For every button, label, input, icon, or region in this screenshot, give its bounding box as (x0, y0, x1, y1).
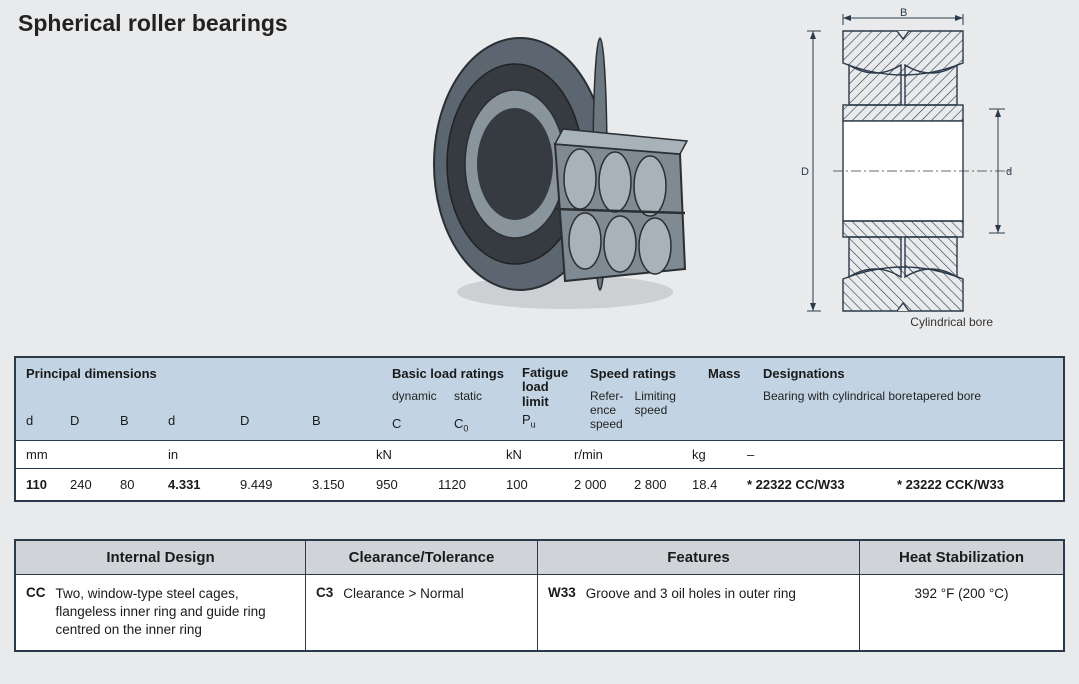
val-D-mm: 240 (60, 469, 110, 500)
sym-d-in: d (168, 413, 240, 428)
attr-table: Internal Design Clearance/Tolerance Feat… (14, 539, 1065, 652)
code-features: W33 (548, 585, 576, 600)
desc-features: Groove and 3 oil holes in outer ring (586, 585, 796, 603)
val-ref-speed: 2 000 (564, 469, 624, 500)
sym-d: d (26, 413, 70, 428)
val-lim-speed: 2 800 (624, 469, 682, 500)
group-mass: Mass (708, 366, 747, 381)
hdr-features: Features (538, 541, 860, 574)
val-des-cyl: * 22322 CC/W33 (737, 469, 887, 500)
unit-kN2: kN (496, 441, 564, 468)
hdr-internal-design: Internal Design (16, 541, 306, 574)
attr-table-body: CC Two, window-type steel cages, flangel… (16, 575, 1063, 650)
unit-rmin: r/min (564, 441, 624, 468)
bearing-3d-illustration (410, 14, 700, 314)
lbl-dynamic: dynamic (392, 389, 454, 403)
val-mass: 18.4 (682, 469, 737, 500)
val-C: 950 (366, 469, 428, 500)
val-Pu: 100 (496, 469, 564, 500)
attr-table-header: Internal Design Clearance/Tolerance Feat… (16, 541, 1063, 575)
lbl-lim-speed: Limiting speed (635, 389, 692, 431)
val-des-tap: * 23222 CCK/W33 (887, 469, 1063, 500)
sym-B-in: B (312, 413, 376, 428)
sym-D-in: D (240, 413, 312, 428)
lbl-ref-speed: Refer-ence speed (590, 389, 635, 431)
group-basic-load: Basic load ratings (392, 366, 506, 381)
hdr-heat-stabilization: Heat Stabilization (860, 541, 1063, 574)
group-principal-dimensions: Principal dimensions (26, 366, 376, 381)
val-C0: 1120 (428, 469, 496, 500)
spec-table: Principal dimensions d D B d D B Basic l… (14, 356, 1065, 502)
unit-mm: mm (16, 441, 60, 468)
sym-D: D (70, 413, 120, 428)
spec-data-row: 110 240 80 4.331 9.449 3.150 950 1120 10… (16, 469, 1063, 500)
page-title: Spherical roller bearings (18, 10, 288, 37)
lbl-cyl-bore: Bearing with cylindrical bore (763, 389, 913, 403)
sym-C: C (392, 416, 454, 434)
group-designations: Designations (763, 366, 1057, 381)
lbl-static: static (454, 389, 482, 403)
val-B-mm: 80 (110, 469, 158, 500)
val-B-in: 3.150 (302, 469, 366, 500)
sym-C0: C0 (454, 416, 468, 434)
unit-kN1: kN (366, 441, 428, 468)
val-d-in: 4.331 (158, 469, 230, 500)
svg-text:d: d (1006, 166, 1012, 178)
val-heat-stabilization: 392 °F (200 °C) (914, 585, 1008, 603)
sym-B: B (120, 413, 168, 428)
sym-Pu: Pu (522, 412, 574, 430)
hdr-clearance-tolerance: Clearance/Tolerance (306, 541, 538, 574)
cross-section-caption: Cylindrical bore (910, 315, 993, 329)
spec-units-row: mm in kN kN r/min kg – (16, 441, 1063, 469)
val-D-in: 9.449 (230, 469, 302, 500)
unit-in: in (158, 441, 230, 468)
code-clearance: C3 (316, 585, 333, 600)
lbl-tapered-bore: tapered bore (913, 389, 981, 403)
group-fatigue: Fatigue load limit (522, 366, 574, 409)
desc-clearance: Clearance > Normal (343, 585, 463, 603)
cross-section-drawing: B D d (793, 6, 1043, 336)
svg-text:B: B (900, 7, 907, 19)
val-d-mm: 110 (16, 469, 60, 500)
desc-internal-design: Two, window-type steel cages, flangeless… (56, 585, 296, 640)
group-speed: Speed ratings (590, 366, 692, 381)
code-internal-design: CC (26, 585, 46, 600)
unit-dash: – (737, 441, 887, 468)
svg-text:D: D (801, 166, 809, 178)
spec-table-header: Principal dimensions d D B d D B Basic l… (16, 358, 1063, 441)
unit-kg: kg (682, 441, 737, 468)
